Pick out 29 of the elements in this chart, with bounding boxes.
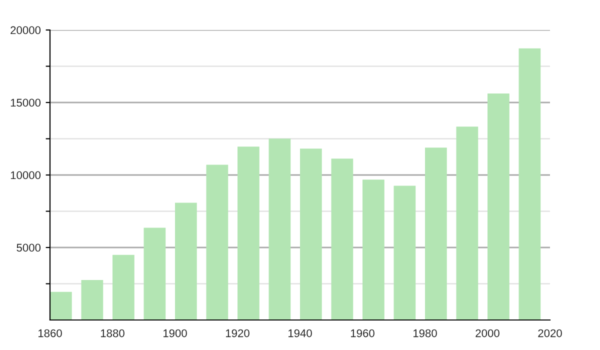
bar	[112, 254, 134, 320]
x-tick-label: 2020	[538, 329, 562, 338]
y-tick-label: 10000	[10, 171, 41, 180]
x-tick-label: 1980	[413, 329, 437, 338]
y-tick-label: 20000	[10, 26, 41, 34]
bar	[362, 180, 384, 320]
x-tick-label: 1880	[100, 329, 124, 338]
x-tick-label: 2000	[476, 329, 500, 338]
bar	[81, 280, 104, 320]
bar	[394, 186, 416, 320]
y-tick-label: 5000	[16, 244, 41, 252]
x-tick-label: 1900	[163, 329, 187, 338]
y-tick-label: 15000	[10, 98, 41, 107]
x-tick-label: 1960	[350, 329, 374, 338]
bar	[206, 164, 228, 320]
bar	[300, 148, 322, 320]
bar	[175, 202, 197, 320]
x-tick-label: 1860	[38, 329, 62, 338]
x-tick-label: 1920	[226, 329, 250, 338]
bar	[456, 126, 478, 320]
bar	[238, 146, 260, 320]
bar	[518, 48, 541, 320]
bar	[331, 158, 354, 320]
bar	[50, 292, 72, 320]
bar	[144, 228, 166, 320]
bar	[425, 148, 447, 320]
x-tick-label: 1940	[288, 329, 312, 338]
bar	[488, 94, 510, 320]
bar	[268, 138, 291, 320]
